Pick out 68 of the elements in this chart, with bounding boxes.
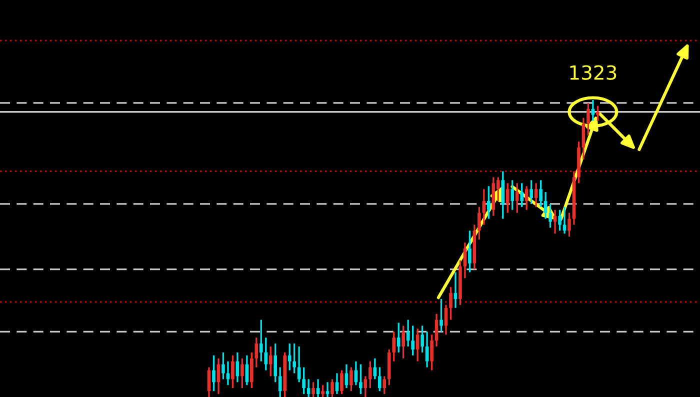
candlestick — [478, 206, 481, 240]
candlestick — [425, 330, 429, 368]
candlestick — [420, 324, 424, 354]
candlestick — [222, 352, 225, 380]
candlestick — [562, 206, 566, 234]
candlestick — [402, 324, 405, 360]
candlestick — [524, 185, 528, 211]
candlestick — [568, 212, 571, 238]
candlestick — [534, 182, 538, 208]
candlestick — [582, 116, 586, 160]
candlestick — [274, 342, 278, 383]
candlestick — [596, 105, 600, 122]
candlestick — [406, 318, 410, 348]
candlestick — [302, 366, 306, 395]
candlestick — [326, 381, 330, 397]
candlestick — [278, 366, 282, 397]
candlestick — [340, 369, 344, 395]
candlestick — [416, 328, 420, 362]
candlestick — [468, 230, 472, 274]
candlestick — [586, 102, 590, 136]
candlestick — [530, 179, 533, 205]
candlestick — [240, 358, 244, 389]
candlestick — [350, 366, 353, 392]
candlestick — [392, 330, 396, 362]
candlestick — [254, 336, 258, 368]
candlestick — [411, 324, 414, 356]
candlestick — [449, 286, 452, 321]
candlestick — [515, 182, 519, 214]
candlestick — [520, 182, 524, 208]
candlestick — [231, 354, 234, 389]
candlestick — [330, 378, 334, 397]
candlestick — [321, 384, 324, 397]
candlestick — [506, 182, 510, 214]
candlestick — [558, 209, 562, 232]
candlestick — [316, 378, 320, 397]
candlestick — [539, 179, 542, 208]
candlestick — [344, 363, 348, 389]
candlestick — [264, 336, 268, 372]
candlestick — [335, 372, 339, 395]
candlestick — [591, 99, 595, 122]
candlestick — [268, 346, 272, 378]
candlestick — [306, 378, 310, 397]
candlestick — [250, 352, 254, 389]
candlestick — [368, 360, 372, 389]
candlestick — [553, 209, 557, 234]
candlestick — [259, 318, 263, 362]
candlestick — [396, 322, 400, 354]
text: 1323 — [570, 65, 616, 80]
candlestick — [454, 271, 458, 309]
candlestick — [292, 342, 296, 374]
candlestick — [359, 363, 362, 395]
candlestick — [378, 366, 382, 392]
candlestick — [288, 342, 292, 372]
candlestick — [487, 185, 490, 220]
candlestick — [463, 242, 467, 280]
candlestick — [212, 354, 216, 392]
candlestick — [226, 360, 230, 386]
candlestick — [482, 188, 486, 226]
candlestick — [373, 358, 377, 380]
candlestick — [364, 375, 368, 397]
candlestick — [548, 203, 552, 229]
candlestick — [312, 381, 315, 397]
candlestick — [544, 191, 548, 220]
candlestick — [501, 170, 505, 220]
candlestick — [510, 179, 514, 211]
candlestick — [440, 298, 443, 332]
candlestick — [430, 334, 434, 372]
candlestick — [382, 375, 386, 395]
